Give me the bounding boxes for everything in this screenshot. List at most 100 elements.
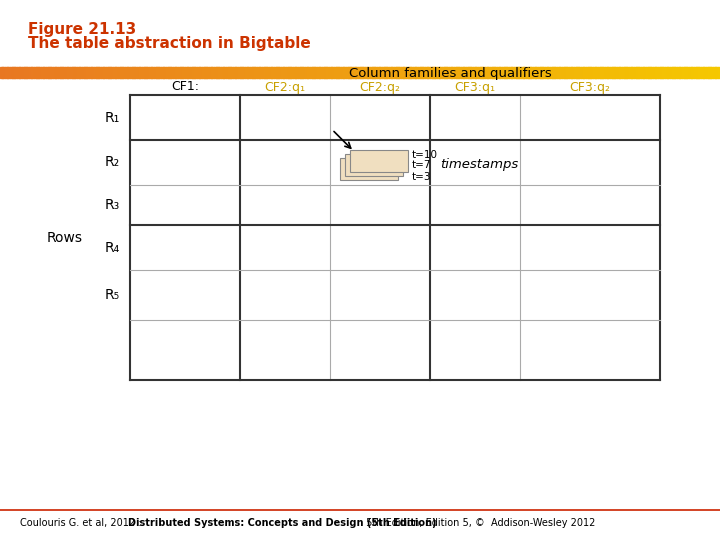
Bar — [175, 67, 178, 78]
Bar — [578, 67, 581, 78]
Bar — [646, 67, 649, 78]
Bar — [485, 67, 487, 78]
Bar — [103, 67, 106, 78]
Bar — [158, 67, 161, 78]
Bar — [45, 67, 48, 78]
Bar — [650, 67, 653, 78]
Bar — [351, 67, 354, 78]
Text: CF1:: CF1: — [171, 80, 199, 93]
Bar — [31, 67, 34, 78]
Bar — [531, 67, 534, 78]
Bar — [629, 67, 631, 78]
Bar — [427, 67, 430, 78]
Bar — [60, 67, 63, 78]
Bar — [245, 67, 248, 78]
Bar — [413, 67, 415, 78]
Bar — [302, 67, 305, 78]
Text: timestamps: timestamps — [440, 158, 518, 171]
Bar — [79, 67, 82, 78]
Bar — [266, 67, 269, 78]
Bar — [569, 67, 572, 78]
Bar — [684, 67, 687, 78]
Bar — [67, 67, 70, 78]
Bar — [459, 67, 462, 78]
Bar — [691, 67, 694, 78]
Bar — [403, 67, 406, 78]
Bar — [420, 67, 423, 78]
Bar — [634, 67, 636, 78]
Bar — [202, 67, 204, 78]
Bar — [279, 67, 282, 78]
Bar — [293, 67, 296, 78]
Bar — [559, 67, 562, 78]
Bar — [350, 150, 408, 172]
Bar — [516, 67, 519, 78]
Bar — [693, 67, 696, 78]
Bar — [495, 67, 498, 78]
Bar — [686, 67, 689, 78]
Text: CF2:q₂: CF2:q₂ — [359, 80, 400, 93]
Bar — [74, 67, 77, 78]
Bar — [151, 67, 154, 78]
Bar — [254, 67, 257, 78]
Bar — [470, 67, 473, 78]
Bar — [535, 67, 538, 78]
Bar — [312, 67, 315, 78]
Text: Coulouris G. et al, 2012 :: Coulouris G. et al, 2012 : — [20, 518, 148, 528]
Bar — [367, 67, 370, 78]
Bar — [631, 67, 634, 78]
Bar — [706, 67, 708, 78]
Bar — [502, 67, 505, 78]
Bar — [542, 67, 545, 78]
Bar — [605, 67, 608, 78]
Bar — [161, 67, 163, 78]
Bar — [149, 67, 152, 78]
Bar — [506, 67, 509, 78]
Bar — [297, 67, 300, 78]
Bar — [305, 67, 307, 78]
Bar — [271, 67, 274, 78]
Bar — [7, 67, 10, 78]
Bar — [38, 67, 41, 78]
Bar — [430, 67, 433, 78]
Bar — [473, 67, 476, 78]
Bar — [552, 67, 555, 78]
Bar — [281, 67, 284, 78]
Bar — [117, 67, 120, 78]
Bar — [540, 67, 543, 78]
Bar — [81, 67, 84, 78]
Bar — [324, 67, 327, 78]
Bar — [487, 67, 490, 78]
Bar — [197, 67, 199, 78]
Text: 5th Edition, Edition 5, ©  Addison-Wesley 2012: 5th Edition, Edition 5, © Addison-Wesley… — [363, 518, 595, 528]
Bar — [466, 67, 469, 78]
Bar — [55, 67, 58, 78]
Bar — [415, 67, 418, 78]
Bar — [216, 67, 219, 78]
Bar — [286, 67, 289, 78]
Text: R₅: R₅ — [104, 288, 120, 302]
Bar — [17, 67, 19, 78]
Bar — [322, 67, 325, 78]
Bar — [173, 67, 176, 78]
Bar — [689, 67, 692, 78]
Text: t=7: t=7 — [412, 160, 431, 171]
Bar — [185, 67, 188, 78]
Bar — [34, 67, 37, 78]
Bar — [595, 67, 598, 78]
Bar — [394, 67, 397, 78]
Text: Rows: Rows — [47, 231, 83, 245]
Bar — [667, 67, 670, 78]
Bar — [624, 67, 627, 78]
Bar — [396, 67, 399, 78]
Bar — [499, 67, 502, 78]
Bar — [581, 67, 584, 78]
Bar — [300, 67, 303, 78]
Bar — [497, 67, 500, 78]
Bar — [682, 67, 685, 78]
Bar — [171, 67, 174, 78]
Bar — [504, 67, 507, 78]
Bar — [549, 67, 552, 78]
Bar — [509, 67, 512, 78]
Bar — [590, 67, 593, 78]
